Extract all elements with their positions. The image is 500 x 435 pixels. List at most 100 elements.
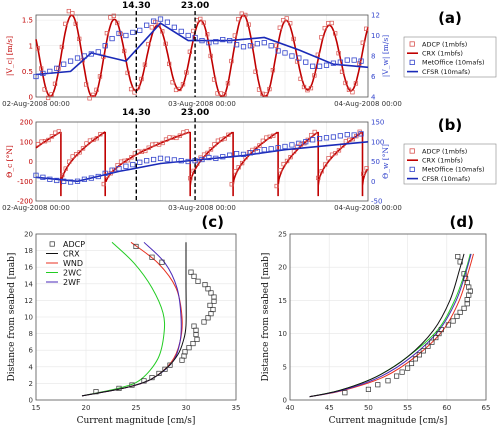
y-tick-label-left: 200 — [20, 119, 33, 127]
data-point-adcp — [205, 286, 211, 292]
data-point-adcp — [375, 382, 381, 388]
data-point-adcp — [309, 132, 314, 138]
data-point-metoffice — [303, 139, 309, 145]
series-line-cfsr — [35, 22, 369, 76]
data-point-adcp — [146, 41, 151, 47]
data-point-adcp — [454, 313, 460, 319]
legend-label: CRX (1mbfs) — [422, 157, 463, 165]
data-point-adcp — [288, 154, 293, 160]
data-point-adcp — [253, 146, 259, 151]
data-point-adcp — [360, 40, 365, 45]
y-tick-label: 6 — [29, 347, 34, 355]
data-point-adcp — [125, 158, 131, 163]
data-point-adcp — [159, 259, 165, 265]
data-point-metoffice — [150, 156, 157, 163]
data-point-metoffice — [275, 48, 281, 54]
data-point-adcp — [420, 348, 426, 354]
series-line-wnd — [309, 253, 474, 398]
legend-marker — [49, 241, 55, 247]
series-line-wnd — [81, 241, 183, 397]
data-point-adcp — [104, 31, 110, 36]
data-point-adcp — [210, 306, 216, 313]
data-point-adcp — [291, 36, 296, 42]
data-point-adcp — [194, 336, 200, 342]
data-point-adcp — [322, 162, 328, 167]
y-tick-label: 0 — [283, 397, 287, 405]
y-tick-label: 20 — [24, 231, 33, 239]
x-tick-label: 40 — [286, 404, 295, 412]
data-point-adcp — [205, 315, 211, 321]
data-point-metoffice — [150, 18, 157, 24]
data-point-adcp — [232, 33, 238, 38]
data-point-adcp — [146, 145, 151, 150]
data-point-adcp — [291, 149, 297, 154]
data-point-adcp — [162, 366, 168, 372]
data-point-adcp — [278, 168, 283, 173]
y-tick-label-right: 12 — [371, 12, 380, 20]
data-point-adcp — [365, 386, 371, 392]
y-tick-label-right: 6 — [371, 73, 376, 81]
x-tick-label: 60 — [442, 404, 451, 412]
y-tick-label: 5 — [283, 363, 287, 371]
x-axis-label: Current magnitude [cm/s] — [329, 416, 448, 426]
series-line-crx — [81, 242, 187, 397]
series-line-wf2 — [81, 241, 182, 397]
data-point-metoffice — [88, 51, 94, 57]
data-point-adcp — [170, 80, 175, 85]
data-point-adcp — [143, 148, 148, 154]
data-point-metoffice — [289, 142, 295, 148]
data-point-adcp — [70, 154, 75, 159]
data-point-adcp — [87, 96, 92, 101]
data-point-metoffice — [137, 159, 143, 165]
y-tick-label-right: 50 — [371, 158, 380, 166]
data-point-metoffice — [282, 50, 288, 56]
data-point-adcp — [56, 129, 61, 134]
data-point-adcp — [202, 282, 208, 288]
time-marker-label: 23.00 — [181, 1, 209, 11]
data-point-adcp — [270, 68, 276, 73]
data-point-adcp — [455, 254, 461, 260]
data-point-adcp — [222, 136, 227, 141]
data-point-adcp — [193, 331, 199, 337]
y-tick-label-left: -100 — [17, 178, 33, 186]
data-point-adcp — [288, 21, 293, 26]
data-point-adcp — [77, 36, 82, 42]
y-tick-label: 4 — [29, 363, 34, 371]
legend-label: ADCP — [63, 240, 85, 249]
data-point-adcp — [239, 160, 245, 166]
data-point-metoffice — [81, 53, 88, 59]
data-point-adcp — [190, 341, 196, 347]
data-point-adcp — [281, 161, 286, 167]
data-point-metoffice — [47, 68, 53, 74]
legend-marker — [409, 148, 415, 154]
data-point-metoffice — [88, 175, 94, 181]
data-point-adcp — [49, 134, 55, 139]
data-point-metoffice — [109, 167, 115, 173]
y-tick-label: 12 — [24, 297, 33, 305]
data-point-adcp — [399, 369, 405, 375]
data-point-metoffice — [282, 143, 288, 150]
data-point-adcp — [438, 327, 444, 333]
data-point-adcp — [225, 81, 231, 86]
y-tick-label-left: 0.5 — [22, 68, 33, 76]
data-point-metoffice — [185, 32, 191, 39]
y-axis-label-left: |V_c| [m/s] — [5, 36, 14, 76]
data-point-adcp — [70, 11, 75, 16]
data-point-adcp — [60, 172, 65, 178]
legend-label: 2WF — [63, 278, 81, 287]
data-point-adcp — [336, 51, 341, 56]
y-tick-label: 25 — [278, 231, 287, 239]
data-point-adcp — [364, 26, 369, 31]
legend-marker — [409, 41, 415, 47]
data-point-adcp — [408, 360, 415, 367]
y-axis-label-left: Θ_c [°N] — [5, 145, 14, 178]
data-point-adcp — [122, 48, 127, 54]
data-point-adcp — [97, 74, 103, 79]
series-line-wc2 — [81, 241, 166, 397]
data-point-adcp — [336, 148, 342, 153]
data-point-adcp — [229, 58, 234, 64]
data-point-metoffice — [33, 73, 39, 80]
data-point-adcp — [188, 269, 194, 275]
data-point-metoffice — [296, 140, 302, 146]
y-tick-label: 15 — [278, 297, 287, 305]
